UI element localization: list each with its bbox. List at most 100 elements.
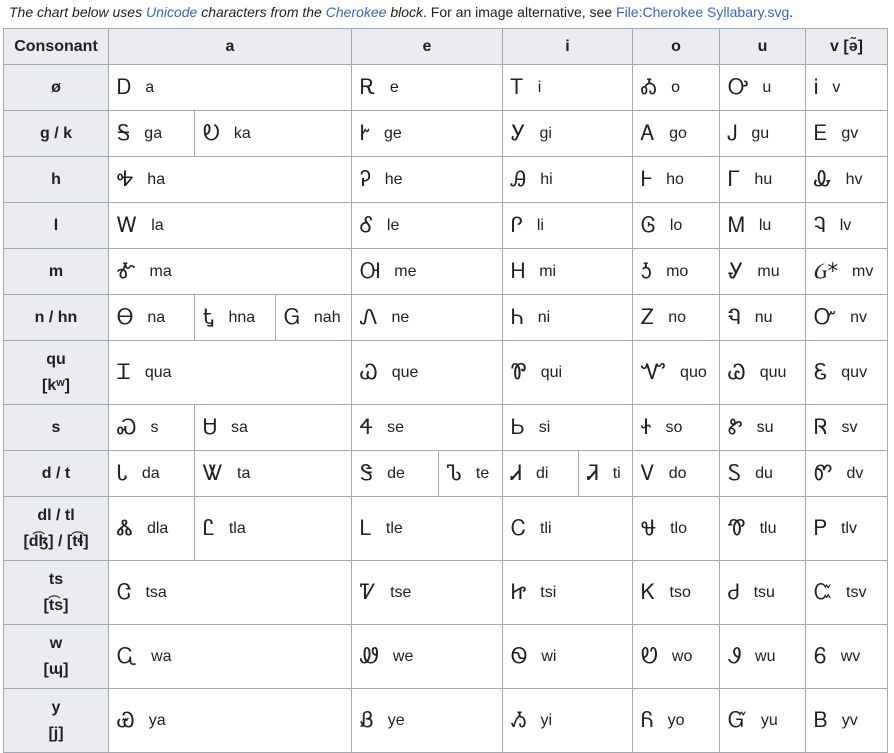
latin-transcription: tsa: [145, 583, 167, 601]
syllable: Ᏽ* mv: [806, 249, 887, 294]
consonant: g / k: [39, 124, 72, 142]
latin-transcription: sa: [231, 418, 248, 436]
cherokee-glyph: Ꮴ: [360, 580, 377, 604]
latin-transcription: ha: [147, 170, 166, 188]
note-text: . For an image alternative, see: [423, 4, 617, 20]
cherokee-glyph: Ꮻ: [511, 644, 528, 668]
latin-transcription: di: [535, 464, 549, 482]
cherokee-glyph: Ꮽ: [728, 644, 742, 668]
cherokee-glyph: Ꮳ: [117, 580, 132, 604]
consonant-cell: g / k: [3, 110, 109, 157]
latin-transcription: la: [151, 216, 164, 234]
latin-transcription: yv: [841, 711, 858, 729]
note-link[interactable]: Unicode: [145, 4, 198, 20]
latin-transcription: na: [147, 308, 166, 326]
latin-transcription: que: [391, 363, 419, 381]
cherokee-glyph: Ꮅ: [511, 213, 523, 237]
note-link[interactable]: File:Cherokee Syllabary.svg: [616, 4, 790, 20]
cherokee-glyph: Ꮇ: [728, 213, 745, 237]
latin-transcription: yu: [760, 711, 778, 729]
cherokee-glyph: Ꭺ: [641, 121, 656, 145]
latin-transcription: te: [475, 464, 490, 482]
cherokee-glyph: Ꮓ: [641, 305, 655, 329]
latin-transcription: du: [755, 464, 773, 482]
latin-transcription: we: [392, 647, 414, 665]
cherokee-glyph: Ꮯ: [511, 516, 526, 540]
latin-transcription: wa: [151, 647, 172, 665]
cherokee-glyph: Ꮗ: [360, 360, 378, 384]
latin-transcription: nu: [754, 308, 773, 326]
note-link[interactable]: Cherokee: [325, 4, 387, 20]
consonant-ipa: [kʷ]: [42, 376, 70, 394]
latin-transcription: do: [668, 464, 687, 482]
consonant: ø: [51, 78, 61, 96]
latin-transcription: hna: [228, 308, 256, 326]
latin-transcription: sv: [841, 418, 858, 436]
cherokee-glyph: Ꮟ: [511, 415, 525, 439]
cherokee-glyph: Ꭰ: [117, 75, 132, 99]
cherokee-glyph: Ꮈ: [814, 213, 826, 237]
cherokee-glyph: Ꮊ: [360, 259, 381, 283]
latin-transcription: quo: [680, 363, 707, 381]
cherokee-glyph: Ꮡ: [728, 415, 743, 439]
